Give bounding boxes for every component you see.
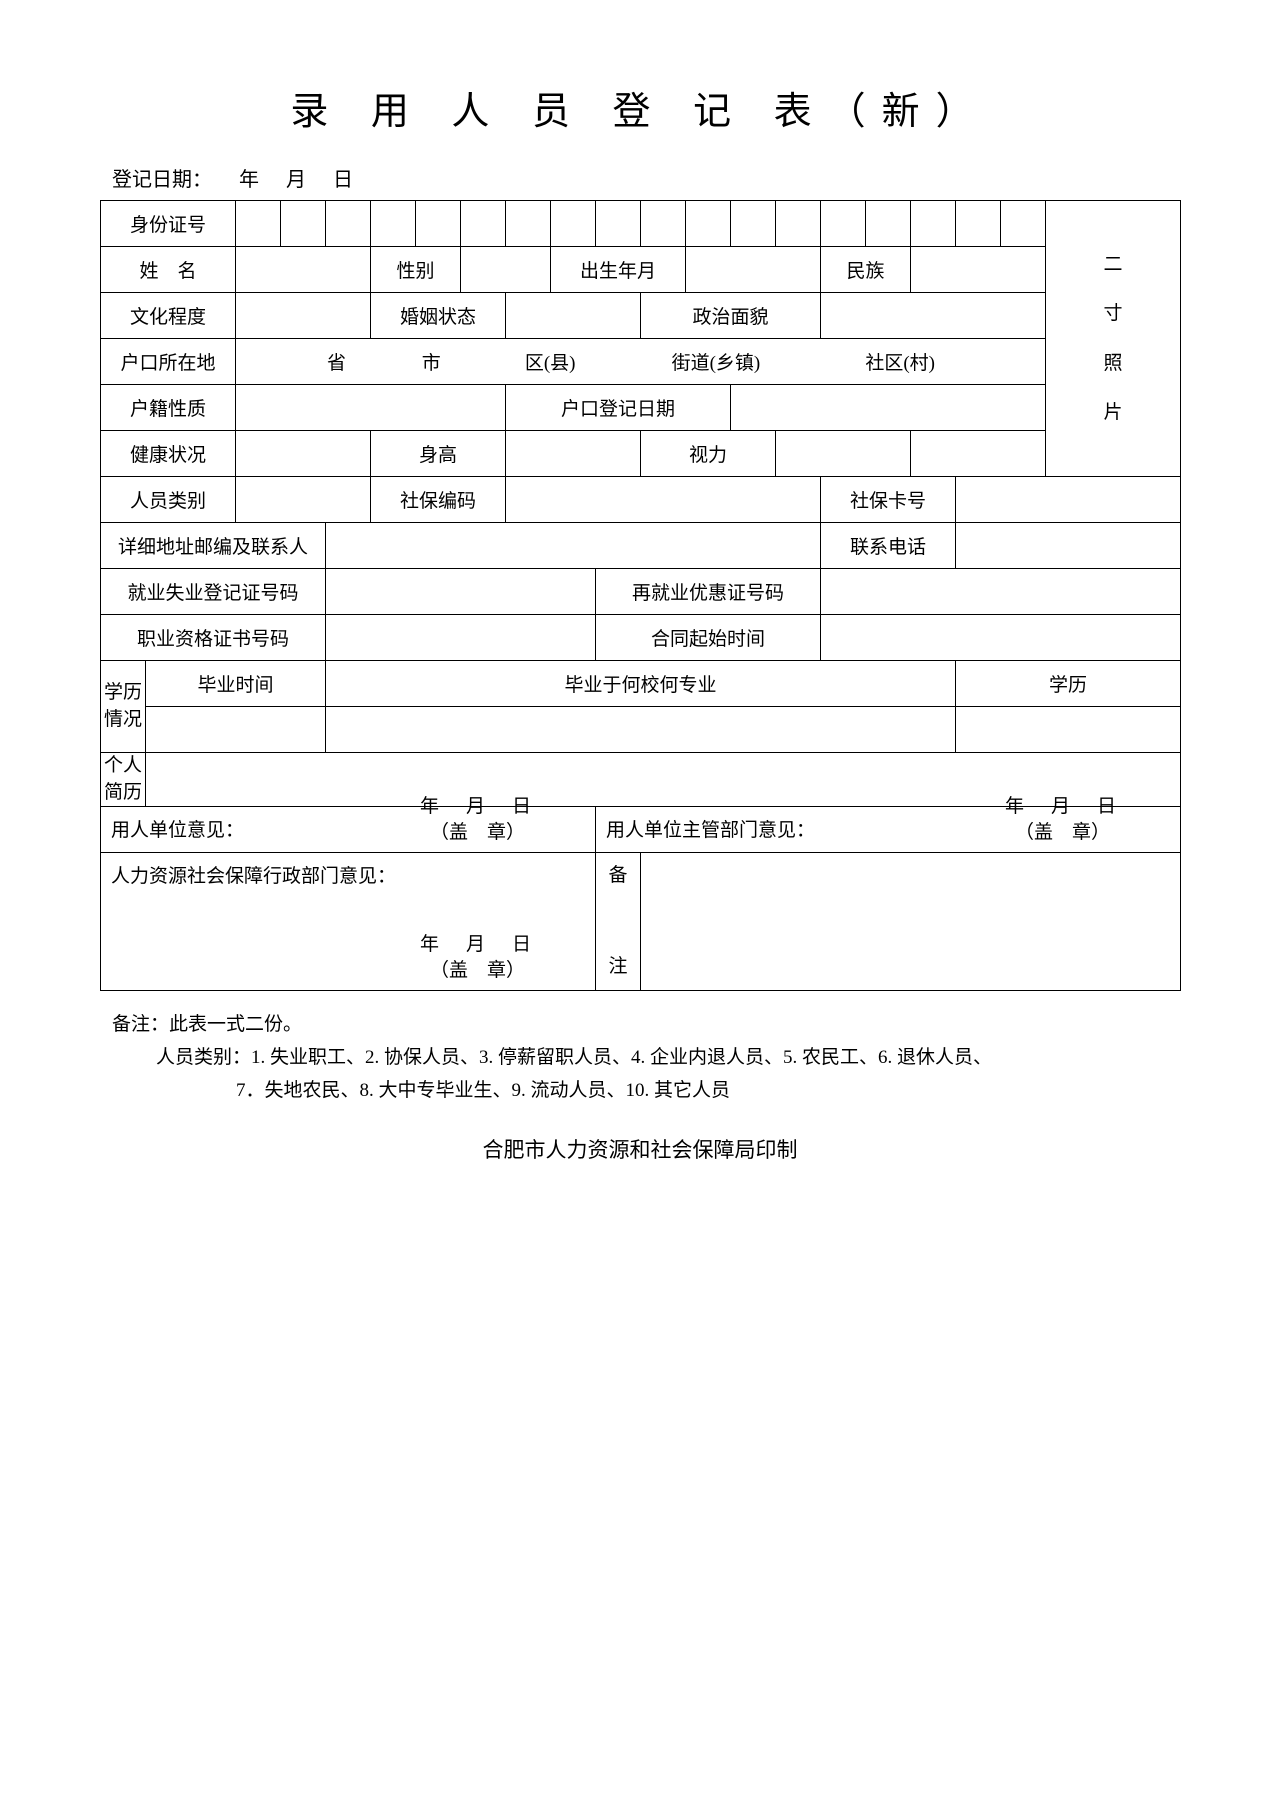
photo-box: 二寸照片 (1046, 201, 1181, 477)
resume-section-label: 个人简历 (101, 753, 146, 807)
marital-label: 婚姻状态 (371, 293, 506, 339)
contract-start-value[interactable] (821, 615, 1181, 661)
remark-value[interactable] (641, 853, 1181, 991)
marital-value[interactable] (506, 293, 641, 339)
id-cell[interactable] (956, 201, 1001, 247)
id-no-label: 身份证号 (101, 201, 236, 247)
employer-opinion-label: 用人单位意见： (111, 815, 244, 842)
id-cell[interactable] (326, 201, 371, 247)
month-label: 月 (286, 169, 306, 191)
id-cell[interactable] (596, 201, 641, 247)
id-cell[interactable] (281, 201, 326, 247)
birth-value[interactable] (686, 247, 821, 293)
health-label: 健康状况 (101, 431, 236, 477)
dept-opinion-date: 年 月 日 (1005, 791, 1120, 818)
eyesight-label: 视力 (641, 431, 776, 477)
hukou-date-label: 户口登记日期 (506, 385, 731, 431)
footnotes: 备注：此表一式二份。 人员类别：1. 失业职工、2. 协保人员、3. 停薪留职人… (100, 1009, 1180, 1102)
date-prefix: 登记日期： (112, 169, 212, 191)
unemp-cert-value[interactable] (326, 569, 596, 615)
gender-value[interactable] (461, 247, 551, 293)
id-cell[interactable] (371, 201, 416, 247)
footnote-line: 备注：此表一式二份。 (112, 1009, 1180, 1036)
height-value[interactable] (506, 431, 641, 477)
hr-opinion-seal: （盖 章） (430, 955, 525, 982)
id-cell[interactable] (416, 201, 461, 247)
eyesight-extra[interactable] (911, 431, 1046, 477)
id-cell[interactable] (641, 201, 686, 247)
id-cell[interactable] (776, 201, 821, 247)
footnote-line: 7．失地农民、8. 大中专毕业生、9. 流动人员、10. 其它人员 (112, 1075, 1180, 1102)
contract-start-label: 合同起始时间 (596, 615, 821, 661)
hukou-date-value[interactable] (731, 385, 1046, 431)
edu-label: 文化程度 (101, 293, 236, 339)
dept-opinion-label: 用人单位主管部门意见： (606, 815, 815, 842)
dept-opinion-cell[interactable]: 用人单位主管部门意见： 年 月 日 （盖 章） (596, 807, 1181, 853)
id-cell[interactable] (731, 201, 776, 247)
edu-value[interactable] (236, 293, 371, 339)
degree-label: 学历 (956, 661, 1181, 707)
id-cell[interactable] (461, 201, 506, 247)
health-value[interactable] (236, 431, 371, 477)
education-section-label: 学历情况 (101, 661, 146, 753)
grad-school-label: 毕业于何校何专业 (326, 661, 956, 707)
id-cell[interactable] (911, 201, 956, 247)
ethnic-value[interactable] (911, 247, 1046, 293)
publisher-line: 合肥市人力资源和社会保障局印制 (100, 1134, 1180, 1164)
hukou-loc-label: 户口所在地 (101, 339, 236, 385)
id-cell[interactable] (686, 201, 731, 247)
height-label: 身高 (371, 431, 506, 477)
birth-label: 出生年月 (551, 247, 686, 293)
id-cell[interactable] (551, 201, 596, 247)
address-contact-label: 详细地址邮编及联系人 (101, 523, 326, 569)
id-cell[interactable] (821, 201, 866, 247)
id-cell[interactable] (236, 201, 281, 247)
hukou-loc-value[interactable]: 省 市 区(县) 街道(乡镇) 社区(村) (236, 339, 1046, 385)
vocational-cert-label: 职业资格证书号码 (101, 615, 326, 661)
social-code-label: 社保编码 (371, 477, 506, 523)
id-cell[interactable] (1001, 201, 1046, 247)
page-title: 录 用 人 员 登 记 表（新） (100, 80, 1180, 135)
social-card-label: 社保卡号 (821, 477, 956, 523)
hukou-type-label: 户籍性质 (101, 385, 236, 431)
footnote-line: 人员类别：1. 失业职工、2. 协保人员、3. 停薪留职人员、4. 企业内退人员… (112, 1042, 1180, 1069)
day-label: 日 (333, 169, 353, 191)
grad-time-label: 毕业时间 (146, 661, 326, 707)
person-cat-value[interactable] (236, 477, 371, 523)
hr-opinion-date: 年 月 日 (420, 929, 535, 956)
vocational-cert-value[interactable] (326, 615, 596, 661)
politics-value[interactable] (821, 293, 1046, 339)
social-code-value[interactable] (506, 477, 821, 523)
employer-opinion-date: 年 月 日 (420, 791, 535, 818)
reemp-cert-value[interactable] (821, 569, 1181, 615)
address-contact-value[interactable] (326, 523, 821, 569)
contact-tel-label: 联系电话 (821, 523, 956, 569)
registration-form-table: 身份证号 二寸照片 姓 名 性别 出生年月 民族 文化程度 (100, 200, 1181, 991)
dept-opinion-seal: （盖 章） (1015, 817, 1110, 844)
grad-school-value[interactable] (326, 707, 956, 753)
social-card-value[interactable] (956, 477, 1181, 523)
grad-time-value[interactable] (146, 707, 326, 753)
reemp-cert-label: 再就业优惠证号码 (596, 569, 821, 615)
remark-section-label: 备注 (596, 853, 641, 991)
registration-date-line: 登记日期： 年 月 日 (100, 163, 1180, 192)
hukou-type-value[interactable] (236, 385, 506, 431)
person-cat-label: 人员类别 (101, 477, 236, 523)
id-cell[interactable] (866, 201, 911, 247)
ethnic-label: 民族 (821, 247, 911, 293)
hr-opinion-label: 人力资源社会保障行政部门意见： (111, 861, 396, 888)
politics-label: 政治面貌 (641, 293, 821, 339)
unemp-cert-label: 就业失业登记证号码 (101, 569, 326, 615)
employer-opinion-seal: （盖 章） (430, 817, 525, 844)
id-cell[interactable] (506, 201, 551, 247)
name-value[interactable] (236, 247, 371, 293)
degree-value[interactable] (956, 707, 1181, 753)
year-label: 年 (239, 169, 259, 191)
hr-opinion-cell[interactable]: 人力资源社会保障行政部门意见： 年 月 日 （盖 章） (101, 853, 596, 991)
name-label: 姓 名 (101, 247, 236, 293)
gender-label: 性别 (371, 247, 461, 293)
contact-tel-value[interactable] (956, 523, 1181, 569)
eyesight-value[interactable] (776, 431, 911, 477)
employer-opinion-cell[interactable]: 用人单位意见： 年 月 日 （盖 章） (101, 807, 596, 853)
